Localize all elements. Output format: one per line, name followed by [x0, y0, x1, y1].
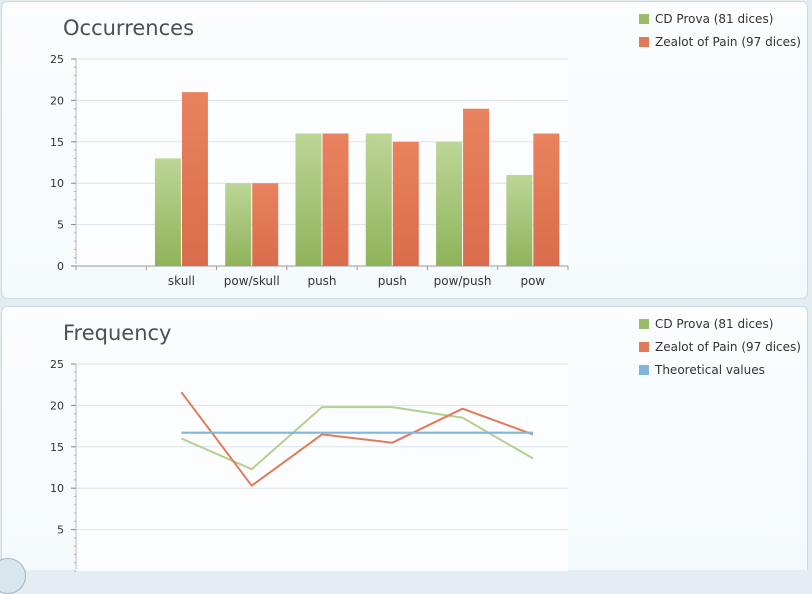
legend-item-zealot[interactable]: Zealot of Pain (97 dices) [639, 30, 801, 53]
x-tick-label: pow/push [434, 274, 492, 288]
bar [181, 92, 208, 267]
legend-item-theoretical[interactable]: Theoretical values [639, 358, 801, 381]
legend-label: Zealot of Pain (97 dices) [655, 34, 801, 49]
legend-swatch [639, 36, 649, 47]
legend-label: CD Prova (81 dices) [655, 316, 774, 331]
legend-label: CD Prova (81 dices) [655, 11, 774, 26]
legend-item-cd-prova[interactable]: CD Prova (81 dices) [639, 7, 801, 30]
legend-label: Theoretical values [655, 362, 765, 377]
legend-item-cd-prova[interactable]: CD Prova (81 dices) [639, 312, 801, 335]
y-tick-label: 15 [50, 441, 64, 454]
x-tick-label: skull [168, 274, 195, 288]
legend-swatch [639, 364, 649, 375]
frequency-panel: Frequency CD Prova (81 dices) Zealot of … [1, 306, 808, 572]
y-tick-label: 20 [50, 399, 64, 412]
bar [533, 133, 560, 266]
legend-occurrences: CD Prova (81 dices) Zealot of Pain (97 d… [639, 7, 801, 53]
plot-area [76, 364, 568, 571]
bar [154, 158, 181, 266]
bar [392, 141, 419, 266]
series-line [180, 406, 534, 471]
bar [322, 133, 349, 266]
y-tick-label: 20 [50, 94, 64, 107]
y-tick-label: 15 [50, 136, 64, 149]
x-tick-label: push [378, 274, 407, 288]
y-tick-label: 0 [57, 260, 64, 273]
y-tick-label: 5 [57, 524, 64, 537]
legend-swatch [639, 318, 649, 329]
legend-swatch [639, 13, 649, 24]
y-tick-label: 5 [57, 219, 64, 232]
legend-item-zealot[interactable]: Zealot of Pain (97 dices) [639, 335, 801, 358]
y-tick-label: 25 [50, 358, 64, 371]
chart-title-occurrences: Occurrences [63, 16, 195, 40]
legend-swatch [639, 341, 649, 352]
plot-area [76, 59, 568, 266]
occurrences-panel: Occurrences CD Prova (81 dices) Zealot o… [1, 1, 808, 299]
frequency-line-chart: 5 10 15 20 25 [50, 358, 568, 572]
occurrences-bar-chart: 0 5 10 15 20 25 skull pow/skull push push pow/push… [50, 53, 569, 288]
bar [252, 183, 279, 266]
chart-title-frequency: Frequency [63, 321, 172, 345]
bar [365, 133, 392, 266]
x-tick-label: pow [520, 274, 545, 288]
bar [225, 183, 252, 266]
y-tick-label: 10 [50, 177, 64, 190]
bar [463, 108, 490, 267]
legend-label: Zealot of Pain (97 dices) [655, 339, 801, 354]
y-tick-label: 25 [50, 53, 64, 66]
bar [506, 174, 533, 266]
bar [295, 133, 322, 266]
legend-frequency: CD Prova (81 dices) Zealot of Pain (97 d… [639, 312, 801, 381]
x-tick-label: pow/skull [224, 274, 280, 288]
bar [436, 141, 463, 266]
y-tick-label: 10 [50, 482, 64, 495]
x-tick-label: push [307, 274, 336, 288]
series-line [180, 391, 534, 487]
